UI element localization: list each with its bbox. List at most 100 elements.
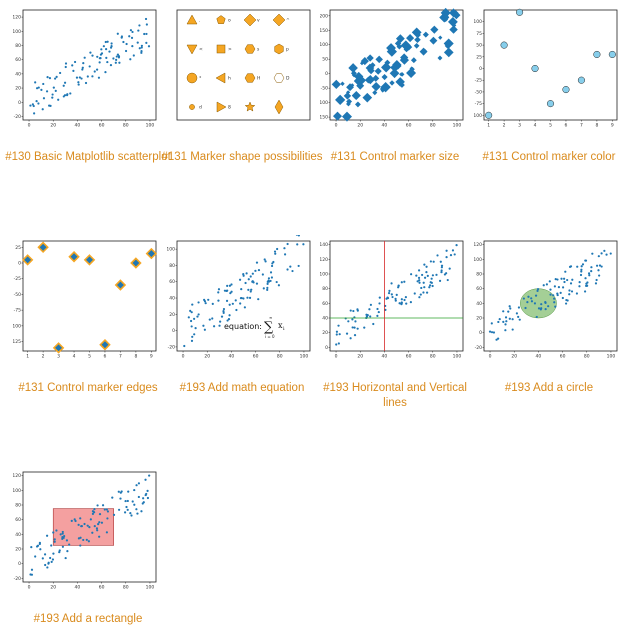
x-tick-label: 0	[335, 123, 338, 129]
axes: 0 20 40 60 80 100 -20 0 20 40 60 80 100	[167, 240, 311, 360]
data-point	[145, 41, 148, 44]
data-point	[95, 68, 99, 71]
data-point	[553, 285, 556, 288]
gallery-card-marker-edges[interactable]: 1 2 3 4 5 6 7 8 9 -125 -100 -75 -50 -25 0 25 #131 Contr…	[13, 235, 163, 415]
data-point	[587, 272, 591, 275]
caption-marker-shapes[interactable]: #131 Marker shape possibilities	[161, 151, 323, 163]
data-point	[112, 57, 115, 60]
data-point	[356, 81, 365, 90]
marker-shape-label: h	[228, 76, 231, 82]
data-point	[59, 533, 62, 536]
data-point	[588, 274, 591, 277]
gallery-card-add-circle[interactable]: 0 20 40 60 80 100 -20 0 20 40 60 80 100 120 #193 Add …	[474, 235, 624, 415]
data-point	[564, 270, 567, 273]
caption-hv-lines[interactable]: #193 Horizontal and Vertical lines	[323, 382, 467, 409]
data-point	[251, 280, 254, 283]
plot-frame	[22, 9, 157, 121]
data-point	[443, 47, 454, 58]
data-point	[548, 280, 551, 283]
x-tick-label: 40	[75, 123, 81, 129]
data-point	[273, 250, 277, 253]
caption-marker-color[interactable]: #131 Control marker color	[482, 151, 616, 163]
data-point	[37, 86, 40, 89]
series-points	[488, 249, 612, 341]
data-point	[562, 86, 570, 94]
thumbnail-marker-size[interactable]: 0 20 40 60 80 100 -150 -100 -50 0 50 100 150 200	[320, 4, 470, 132]
caption-marker-edges[interactable]: #131 Control marker edges	[18, 382, 158, 394]
data-point	[114, 279, 127, 291]
data-point	[42, 97, 46, 100]
data-point	[534, 294, 538, 297]
gallery-card-hv-lines[interactable]: 0 20 40 60 80 100 0 20 40 60 80 100 120 140 #193 Hori…	[320, 235, 470, 415]
data-point	[230, 290, 233, 293]
thumbnail-add-circle[interactable]: 0 20 40 60 80 100 -20 0 20 40 60 80 100 120	[474, 235, 624, 363]
y-tick-label: -20	[14, 114, 21, 120]
data-point	[110, 42, 113, 45]
data-point	[544, 308, 547, 311]
data-point	[335, 94, 346, 105]
data-point	[140, 49, 143, 53]
data-point	[93, 508, 96, 511]
gallery-card-add-rectangle[interactable]: 0 20 40 60 80 100 -20 0 20 40 60 80 100 120 #193 Add …	[13, 466, 163, 634]
x-tick-label: 60	[99, 123, 105, 129]
data-point	[400, 40, 411, 51]
data-point	[415, 32, 421, 38]
caption-basic-scatterplot[interactable]: #130 Basic Matplotlib scatterplot	[5, 151, 171, 163]
data-point	[190, 311, 193, 314]
gallery-card-marker-color[interactable]: 1 2 3 4 5 6 7 8 9 -100 -75 -50 -25 0 25 50 75 100 #131 Co…	[474, 4, 624, 184]
marker-triangle-right	[216, 101, 227, 113]
x-tick-label: 0	[28, 123, 31, 129]
caption-add-circle[interactable]: #193 Add a circle	[504, 382, 594, 394]
data-point	[542, 284, 545, 287]
caption-math-equation[interactable]: #193 Add math equation	[179, 382, 305, 394]
x-tick-label: 100	[453, 354, 462, 360]
data-point	[419, 47, 428, 56]
y-tick-label: 25	[15, 245, 21, 251]
x-tick-label: 80	[430, 123, 436, 129]
data-point	[72, 69, 75, 72]
caption-marker-size[interactable]: #131 Control marker size	[330, 151, 460, 163]
marker-hexagon	[244, 44, 256, 54]
data-point	[235, 308, 238, 312]
x-tick-label: 2	[42, 354, 45, 360]
thumbnail-hv-lines[interactable]: 0 20 40 60 80 100 0 20 40 60 80 100 120 140	[320, 235, 470, 363]
gallery-card-marker-size[interactable]: 0 20 40 60 80 100 -150 -100 -50 0 50 100 150 200 #131…	[320, 4, 470, 184]
thumbnail-basic-scatterplot[interactable]: 0 20 40 60 80 100 -20 0 20 40 60 80 100 120	[13, 4, 163, 132]
data-point	[346, 90, 351, 95]
caption-add-rectangle[interactable]: #193 Add a rectangle	[33, 613, 143, 625]
sum-lower-limit: i = 0	[265, 334, 275, 339]
y-tick-label: 40	[169, 296, 175, 302]
data-point	[145, 23, 148, 26]
x-tick-label: 100	[607, 354, 616, 360]
data-point	[80, 525, 83, 528]
data-point	[142, 501, 145, 504]
thumbnail-marker-edges[interactable]: 1 2 3 4 5 6 7 8 9 -125 -100 -75 -50 -25 0 25	[13, 235, 163, 363]
data-point	[440, 271, 443, 274]
data-point	[363, 326, 366, 329]
data-point	[249, 275, 252, 278]
x-tick-label: 8	[595, 123, 598, 129]
chart-basic-scatterplot: 0 20 40 60 80 100 -20 0 20 40 60 80 100 120	[13, 9, 157, 129]
x-tick-label: 3	[57, 354, 60, 360]
data-point	[239, 297, 243, 300]
thumbnail-math-equation[interactable]: 0 20 40 60 80 100 -20 0 20 40 60 80 100 equation: ∞ …	[167, 235, 317, 363]
y-tick-label: 80	[15, 43, 21, 49]
data-point	[381, 73, 388, 81]
data-point	[207, 298, 210, 301]
thumbnail-add-rectangle[interactable]: 0 20 40 60 80 100 -20 0 20 40 60 80 100 120	[13, 466, 163, 594]
thumbnail-marker-color[interactable]: 1 2 3 4 5 6 7 8 9 -100 -75 -50 -25 0 25 50 75 100	[474, 4, 624, 132]
y-tick-label: -100	[13, 323, 21, 329]
marker-shape-label: *	[199, 76, 202, 82]
y-tick-label: 200	[320, 13, 328, 19]
data-point	[91, 54, 94, 57]
data-point	[346, 101, 351, 107]
gallery-card-basic-scatterplot[interactable]: 0 20 40 60 80 100 -20 0 20 40 60 80 100 120 #130 Basi…	[5, 4, 171, 184]
data-point	[225, 299, 229, 302]
data-point	[556, 278, 559, 281]
data-point	[101, 504, 105, 507]
data-point	[568, 289, 571, 292]
gallery-card-math-equation[interactable]: 0 20 40 60 80 100 -20 0 20 40 60 80 100 equation: ∞ …	[167, 235, 317, 415]
data-point	[117, 490, 120, 493]
